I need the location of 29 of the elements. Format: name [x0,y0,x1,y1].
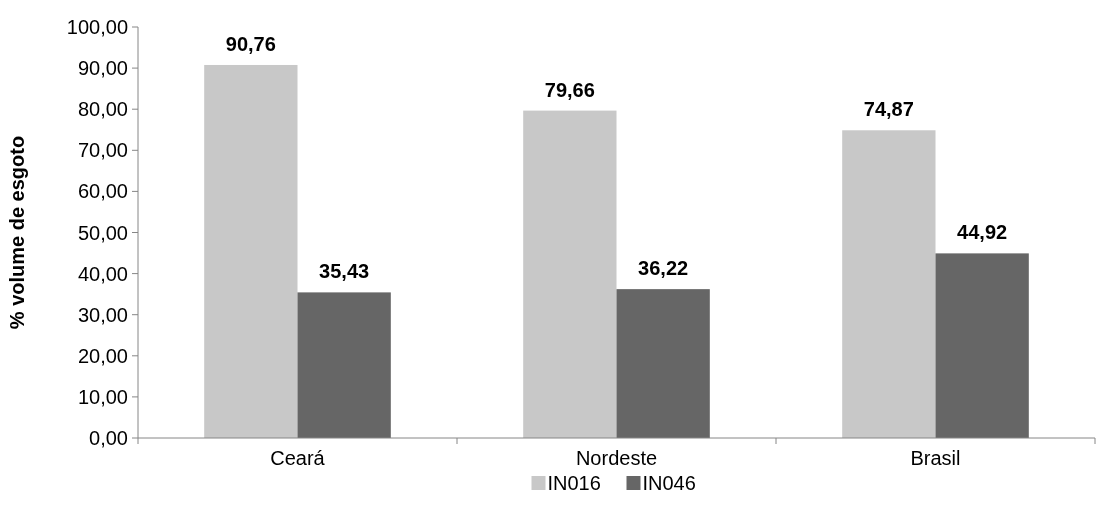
bar [616,289,710,438]
data-label: 44,92 [957,221,1008,244]
data-label: 36,22 [638,257,689,280]
x-tick-label: Nordeste [575,447,658,469]
y-tick-label: 20,00 [77,344,128,367]
y-tick-label: 100,00 [66,16,128,38]
bar [204,64,298,438]
y-tick-label: 10,00 [77,385,128,408]
y-tick-label: 70,00 [77,139,128,162]
bar [842,130,936,438]
data-label: 79,66 [544,78,595,101]
bar [523,110,617,438]
x-tick-label: Brasil [910,447,961,469]
y-tick-label: 80,00 [77,98,128,121]
data-label: 35,43 [319,260,370,283]
legend-label: IN016 [547,472,601,494]
y-tick-label: 90,00 [77,57,128,80]
data-label: 74,87 [863,98,914,121]
y-tick-label: 0,00 [89,427,128,449]
bar [935,253,1029,438]
y-tick-label: 30,00 [77,303,128,326]
y-axis-title: % volume de esgoto [6,135,28,330]
y-tick-label: 40,00 [77,262,128,285]
x-tick-label: Ceará [270,447,326,469]
y-tick-label: 60,00 [77,180,128,203]
legend-label: IN046 [642,472,696,494]
data-label: 90,76 [225,32,276,55]
y-tick-label: 50,00 [77,221,128,244]
bar [297,292,391,438]
